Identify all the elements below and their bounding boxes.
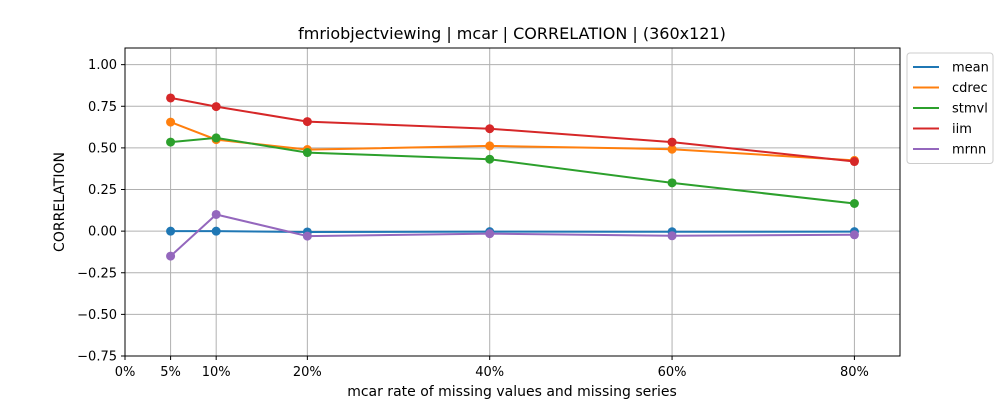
data-point-iim bbox=[166, 93, 176, 103]
data-point-mean bbox=[211, 226, 221, 236]
data-point-stmvl bbox=[166, 137, 176, 147]
series-stmvl bbox=[166, 133, 859, 208]
data-point-mrnn bbox=[211, 209, 221, 219]
data-point-mrnn bbox=[667, 231, 677, 241]
legend-label-mrnn: mrnn bbox=[952, 143, 986, 158]
y-tick-label: −0.50 bbox=[77, 308, 117, 323]
x-tick-label: 5% bbox=[160, 365, 181, 380]
series-iim bbox=[166, 93, 859, 167]
x-tick-label: 0% bbox=[115, 365, 136, 380]
data-point-stmvl bbox=[485, 154, 495, 164]
y-tick-label: 0.50 bbox=[88, 141, 117, 156]
data-point-stmvl bbox=[211, 133, 221, 143]
chart-title: fmriobjectviewing | mcar | CORRELATION |… bbox=[298, 24, 726, 43]
data-point-iim bbox=[211, 102, 221, 112]
series-mrnn bbox=[166, 209, 859, 261]
data-point-iim bbox=[849, 157, 859, 167]
y-axis: −0.75 −0.50 −0.25 0.00 0.25 0.50 0.75 1.00 bbox=[77, 58, 125, 365]
data-point-stmvl bbox=[849, 198, 859, 208]
data-point-cdrec bbox=[166, 117, 176, 127]
legend: mean cdrec stmvl iim mrnn bbox=[906, 52, 994, 164]
series-line-cdrec bbox=[170, 121, 855, 162]
x-tick-label: 10% bbox=[202, 365, 231, 380]
x-tick-label: 80% bbox=[840, 365, 869, 380]
x-tick-label: 40% bbox=[475, 365, 504, 380]
data-point-mrnn bbox=[485, 229, 495, 239]
series-line-stmvl bbox=[170, 136, 855, 205]
data-point-iim bbox=[302, 117, 312, 127]
x-axis: 0% 5% 10% 20% 40% 60% 80% bbox=[115, 356, 869, 380]
data-point-mrnn bbox=[849, 230, 859, 240]
series-line-iim bbox=[170, 96, 855, 163]
data-point-stmvl bbox=[302, 148, 312, 158]
y-tick-label: 0.25 bbox=[88, 183, 117, 198]
y-tick-label: 0.00 bbox=[88, 225, 117, 240]
y-tick-label: −0.25 bbox=[77, 266, 117, 281]
data-point-iim bbox=[667, 137, 677, 147]
data-point-stmvl bbox=[667, 178, 677, 188]
y-axis-label: CORRELATION bbox=[52, 152, 68, 252]
data-point-cdrec bbox=[667, 144, 677, 154]
plot-frame bbox=[124, 47, 901, 357]
series-line-mrnn bbox=[169, 213, 855, 257]
x-tick-label: 60% bbox=[658, 365, 687, 380]
grid bbox=[124, 48, 900, 357]
data-point-mrnn bbox=[302, 231, 312, 241]
series-line-mean bbox=[170, 230, 855, 234]
series-layer bbox=[166, 93, 859, 261]
y-tick-label: 0.75 bbox=[88, 100, 117, 115]
legend-label-iim: iim bbox=[952, 122, 972, 137]
legend-label-mean: mean bbox=[952, 61, 989, 76]
x-tick-label: 20% bbox=[293, 365, 322, 380]
y-tick-label: −0.75 bbox=[77, 350, 117, 365]
data-point-mrnn bbox=[166, 251, 176, 261]
y-tick-label: 1.00 bbox=[88, 58, 117, 73]
legend-label-cdrec: cdrec bbox=[952, 81, 988, 96]
x-axis-label: mcar rate of missing values and missing … bbox=[347, 384, 677, 400]
legend-label-stmvl: stmvl bbox=[952, 102, 988, 117]
series-cdrec bbox=[166, 117, 859, 165]
data-point-iim bbox=[485, 124, 495, 134]
legend-frame bbox=[906, 52, 994, 164]
data-point-cdrec bbox=[485, 141, 495, 151]
data-point-mean bbox=[166, 226, 176, 236]
